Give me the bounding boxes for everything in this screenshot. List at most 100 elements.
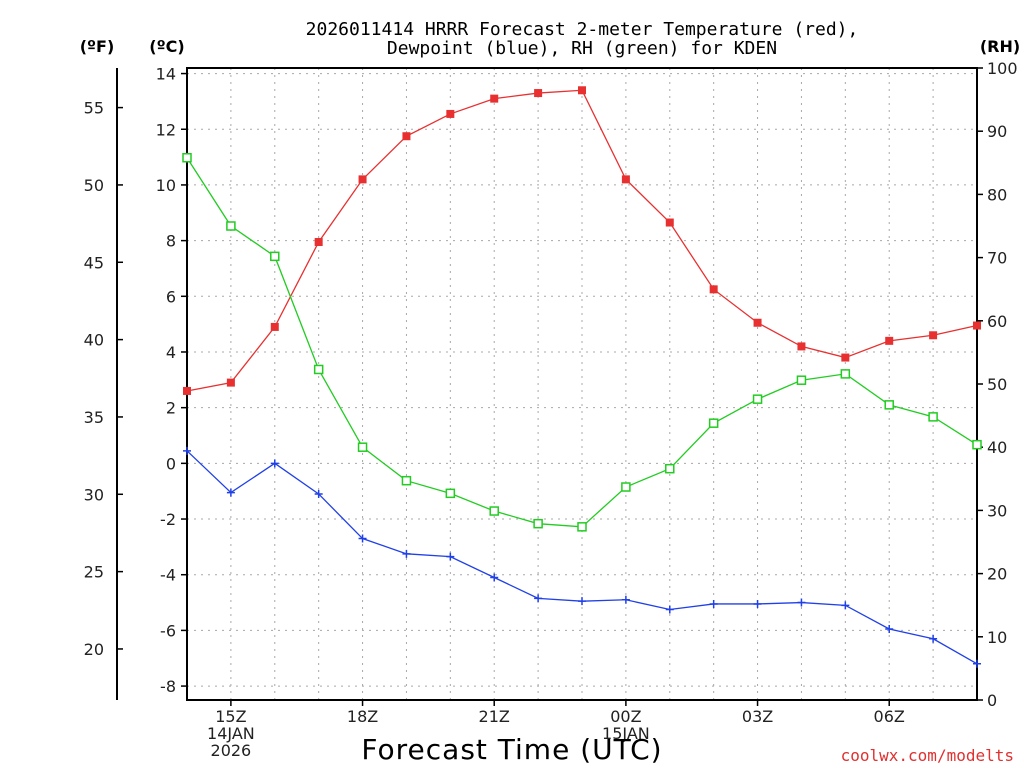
x-tick-label: 2026 <box>211 741 252 760</box>
rh-tick-label: 70 <box>987 249 1007 268</box>
dewpoint-point <box>490 573 499 582</box>
dewpoint-point <box>841 601 850 610</box>
x-tick-label: 14JAN <box>207 724 255 743</box>
2-meter-temperature-point <box>621 175 630 184</box>
2-meter-temperature-point <box>709 285 718 294</box>
fahrenheit-tick-label: 35 <box>84 408 104 427</box>
celsius-tick-label: 2 <box>166 399 176 418</box>
tick-labels-layer: -8 -6 -4 -2 0 2 4 6 8 10 12 14 20 25 30 35 40 45 50 55 0 10 20… <box>84 59 1018 760</box>
dewpoint-point <box>183 446 191 455</box>
dewpoint-point <box>797 598 806 607</box>
2-meter-temperature-point <box>402 132 411 141</box>
rh-tick-label: 0 <box>987 691 997 710</box>
rh-point <box>357 442 368 452</box>
x-tick-label: 18Z <box>347 707 378 726</box>
axes-layer <box>116 67 983 706</box>
dewpoint-point <box>753 599 762 608</box>
2-meter-temperature-point <box>183 386 191 395</box>
rh-tick-label: 90 <box>987 122 1007 141</box>
2-meter-temperature-point <box>797 342 806 351</box>
x-axis-title: Forecast Time (UTC) <box>361 733 662 766</box>
dewpoint-point <box>534 594 543 603</box>
rh-point <box>489 506 499 516</box>
rh-point <box>840 369 851 379</box>
rh-point <box>928 412 938 422</box>
2-meter-temperature-point <box>358 175 367 184</box>
rh-point <box>270 251 280 262</box>
rh-point <box>313 364 324 375</box>
celsius-tick-label: 6 <box>166 287 176 306</box>
x-tick-label: 06Z <box>874 707 905 726</box>
fahrenheit-tick-label: 50 <box>84 176 104 195</box>
chart-title-line-2: Dewpoint (blue), RH (green) for KDEN <box>387 38 777 59</box>
celsius-unit-label: (ºC) <box>149 37 184 56</box>
dewpoint-point <box>621 595 630 604</box>
rh-point <box>752 394 763 404</box>
dewpoint-point <box>402 549 411 558</box>
rh-point <box>533 518 543 529</box>
2-meter-temperature-point <box>578 86 586 95</box>
dewpoint-point <box>709 599 718 608</box>
fahrenheit-tick-label: 30 <box>84 485 104 504</box>
dewpoint-point <box>314 489 323 498</box>
celsius-tick-label: 4 <box>166 343 176 362</box>
dewpoint-point <box>885 625 894 634</box>
dewpoint-point <box>665 605 674 614</box>
celsius-tick-label: -8 <box>160 677 176 696</box>
rh-tick-label: 80 <box>987 185 1007 204</box>
x-tick-label: 03Z <box>742 707 773 726</box>
rh-point <box>577 522 587 532</box>
celsius-tick-label: -2 <box>160 510 176 529</box>
celsius-tick-label: 12 <box>156 120 176 139</box>
rh-tick-label: 50 <box>987 375 1007 394</box>
2-meter-temperature-point <box>973 321 981 330</box>
rh-point <box>884 400 894 410</box>
fahrenheit-tick-label: 55 <box>84 99 104 118</box>
rh-point <box>226 221 236 231</box>
x-tick-label: 15Z <box>215 707 246 726</box>
rh-tick-label: 100 <box>987 59 1018 78</box>
celsius-tick-label: 8 <box>166 232 176 251</box>
2-meter-temperature-line <box>186 89 978 392</box>
2-meter-temperature-point <box>314 238 323 247</box>
rh-tick-label: 10 <box>987 628 1007 647</box>
rh-point <box>708 418 719 428</box>
rh-tick-label: 40 <box>987 438 1007 457</box>
2-meter-temperature-point <box>534 89 543 98</box>
dewpoint-point <box>270 459 279 468</box>
rh-point <box>972 439 982 450</box>
rh-point <box>182 152 192 163</box>
credit-label: coolwx.com/modelts <box>841 746 1014 765</box>
rh-point <box>665 463 675 474</box>
dewpoint-point <box>226 488 235 497</box>
fahrenheit-tick-label: 45 <box>84 253 104 272</box>
dewpoint-point <box>446 552 455 561</box>
x-tick-label: 15JAN <box>602 724 650 743</box>
rh-unit-label: (RH) <box>980 37 1020 56</box>
dewpoint-point <box>578 597 586 606</box>
rh-point <box>796 375 807 385</box>
grid-layer <box>187 68 977 700</box>
rh-point <box>401 475 412 486</box>
celsius-tick-label: 14 <box>156 65 176 84</box>
x-tick-label: 00Z <box>610 707 641 726</box>
x-tick-label: 21Z <box>479 707 510 726</box>
rh-point <box>445 488 456 499</box>
dewpoint-point <box>929 634 938 643</box>
2-meter-temperature-point <box>226 378 235 387</box>
series-layer <box>182 86 982 668</box>
2-meter-temperature-point <box>490 94 499 103</box>
rh-tick-label: 20 <box>987 565 1007 584</box>
fahrenheit-tick-label: 25 <box>84 563 104 582</box>
rh-tick-label: 60 <box>987 312 1007 331</box>
dewpoint-point <box>973 659 981 668</box>
fahrenheit-tick-label: 40 <box>84 331 104 350</box>
2-meter-temperature-point <box>841 353 850 362</box>
rh-point <box>621 482 631 492</box>
2-meter-temperature-point <box>270 322 279 331</box>
celsius-tick-label: 10 <box>156 176 176 195</box>
2-meter-temperature-point <box>753 318 762 327</box>
fahrenheit-unit-label: (ºF) <box>80 37 115 56</box>
rh-tick-label: 30 <box>987 501 1007 520</box>
